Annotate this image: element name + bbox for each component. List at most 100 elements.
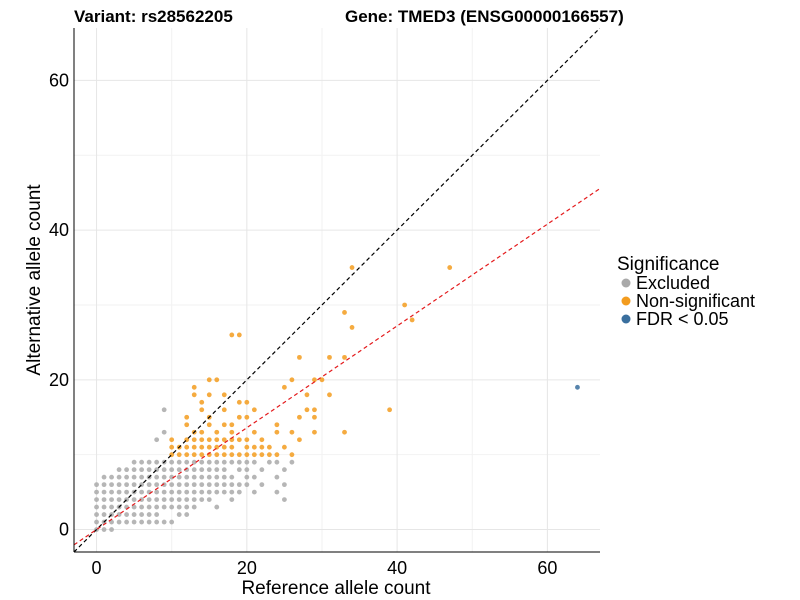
point-excluded xyxy=(131,459,137,465)
point-excluded xyxy=(101,512,107,517)
point-non-significant xyxy=(282,384,287,390)
reference-line-fit xyxy=(74,187,600,546)
point-non-significant xyxy=(251,429,257,435)
point-non-significant xyxy=(327,354,332,360)
point-non-significant xyxy=(199,399,205,405)
point-excluded xyxy=(176,489,182,495)
point-excluded xyxy=(191,482,197,488)
point-excluded xyxy=(274,459,280,465)
point-excluded xyxy=(176,482,182,488)
point-excluded xyxy=(221,467,227,473)
point-non-significant xyxy=(199,407,205,413)
point-non-significant xyxy=(251,407,257,413)
point-excluded xyxy=(214,459,220,465)
point-excluded xyxy=(184,489,190,495)
point-excluded xyxy=(116,482,122,488)
point-non-significant xyxy=(214,437,220,443)
point-excluded xyxy=(94,512,99,517)
point-excluded xyxy=(146,497,152,502)
point-excluded xyxy=(146,504,152,510)
point-non-significant xyxy=(206,392,212,398)
point-excluded xyxy=(184,512,190,517)
point-excluded xyxy=(206,467,212,473)
point-excluded xyxy=(154,519,160,525)
point-excluded xyxy=(154,512,160,517)
point-excluded xyxy=(116,497,122,502)
point-excluded xyxy=(169,489,175,495)
point-non-significant xyxy=(251,444,257,450)
point-excluded xyxy=(109,474,114,480)
point-non-significant xyxy=(191,384,197,390)
point-excluded xyxy=(139,512,145,517)
point-excluded xyxy=(259,467,265,473)
point-excluded xyxy=(154,504,160,510)
y-tick-label: 0 xyxy=(59,520,69,540)
point-excluded xyxy=(169,482,175,488)
point-excluded xyxy=(199,482,205,488)
point-non-significant xyxy=(387,407,392,413)
point-excluded xyxy=(161,519,167,525)
point-non-significant xyxy=(206,377,212,383)
point-excluded xyxy=(139,504,145,510)
point-excluded xyxy=(191,504,197,510)
point-excluded xyxy=(244,459,250,465)
point-excluded xyxy=(191,459,197,465)
point-excluded xyxy=(124,519,129,525)
point-excluded xyxy=(176,504,182,510)
point-excluded xyxy=(101,482,107,488)
point-excluded xyxy=(266,459,272,465)
tick-labels: 0 20 40 60 0 20 40 60 xyxy=(49,70,557,578)
point-excluded xyxy=(124,474,129,480)
point-non-significant xyxy=(312,414,317,420)
point-excluded xyxy=(161,489,167,495)
point-non-significant xyxy=(244,452,250,458)
point-excluded xyxy=(146,482,152,488)
legend-label-excluded: Excluded xyxy=(636,273,710,293)
point-non-significant xyxy=(312,429,317,435)
point-excluded xyxy=(214,467,220,473)
point-excluded xyxy=(101,497,107,502)
data-points xyxy=(94,265,580,532)
point-non-significant xyxy=(184,452,190,458)
y-tick-label: 40 xyxy=(49,220,69,240)
point-excluded xyxy=(109,497,114,502)
legend-key-excluded xyxy=(621,278,631,288)
point-non-significant xyxy=(244,444,250,450)
point-excluded xyxy=(251,474,257,480)
point-non-significant xyxy=(289,429,295,435)
y-tick-label: 60 xyxy=(49,70,69,90)
point-non-significant xyxy=(289,377,295,383)
point-excluded xyxy=(109,504,114,510)
point-non-significant xyxy=(199,429,205,435)
point-excluded xyxy=(221,474,227,480)
point-excluded xyxy=(191,467,197,473)
point-excluded xyxy=(101,504,107,510)
point-non-significant xyxy=(274,422,280,428)
point-excluded xyxy=(116,474,122,480)
point-excluded xyxy=(139,519,145,525)
point-excluded xyxy=(146,467,152,473)
point-non-significant xyxy=(191,444,197,450)
legend: Significance ExcludedNon-significantFDR … xyxy=(617,254,755,329)
point-non-significant xyxy=(342,429,347,435)
point-excluded xyxy=(199,474,205,480)
x-tick-label: 60 xyxy=(537,558,557,578)
point-excluded xyxy=(236,482,242,488)
point-non-significant xyxy=(221,452,227,458)
point-non-significant xyxy=(236,332,242,338)
point-non-significant xyxy=(206,422,212,428)
point-non-significant xyxy=(214,452,220,458)
point-non-significant xyxy=(214,377,220,383)
legend-title: Significance xyxy=(617,254,719,275)
reference-lines xyxy=(74,28,600,552)
point-non-significant xyxy=(402,302,408,308)
point-excluded xyxy=(191,489,197,495)
point-excluded xyxy=(94,497,99,502)
point-fdr-0-05 xyxy=(575,384,580,390)
point-excluded xyxy=(259,482,265,488)
point-non-significant xyxy=(244,437,250,443)
legend-label-non-significant: Non-significant xyxy=(636,291,755,311)
point-non-significant xyxy=(191,452,197,458)
reference-line-identity xyxy=(74,28,600,552)
